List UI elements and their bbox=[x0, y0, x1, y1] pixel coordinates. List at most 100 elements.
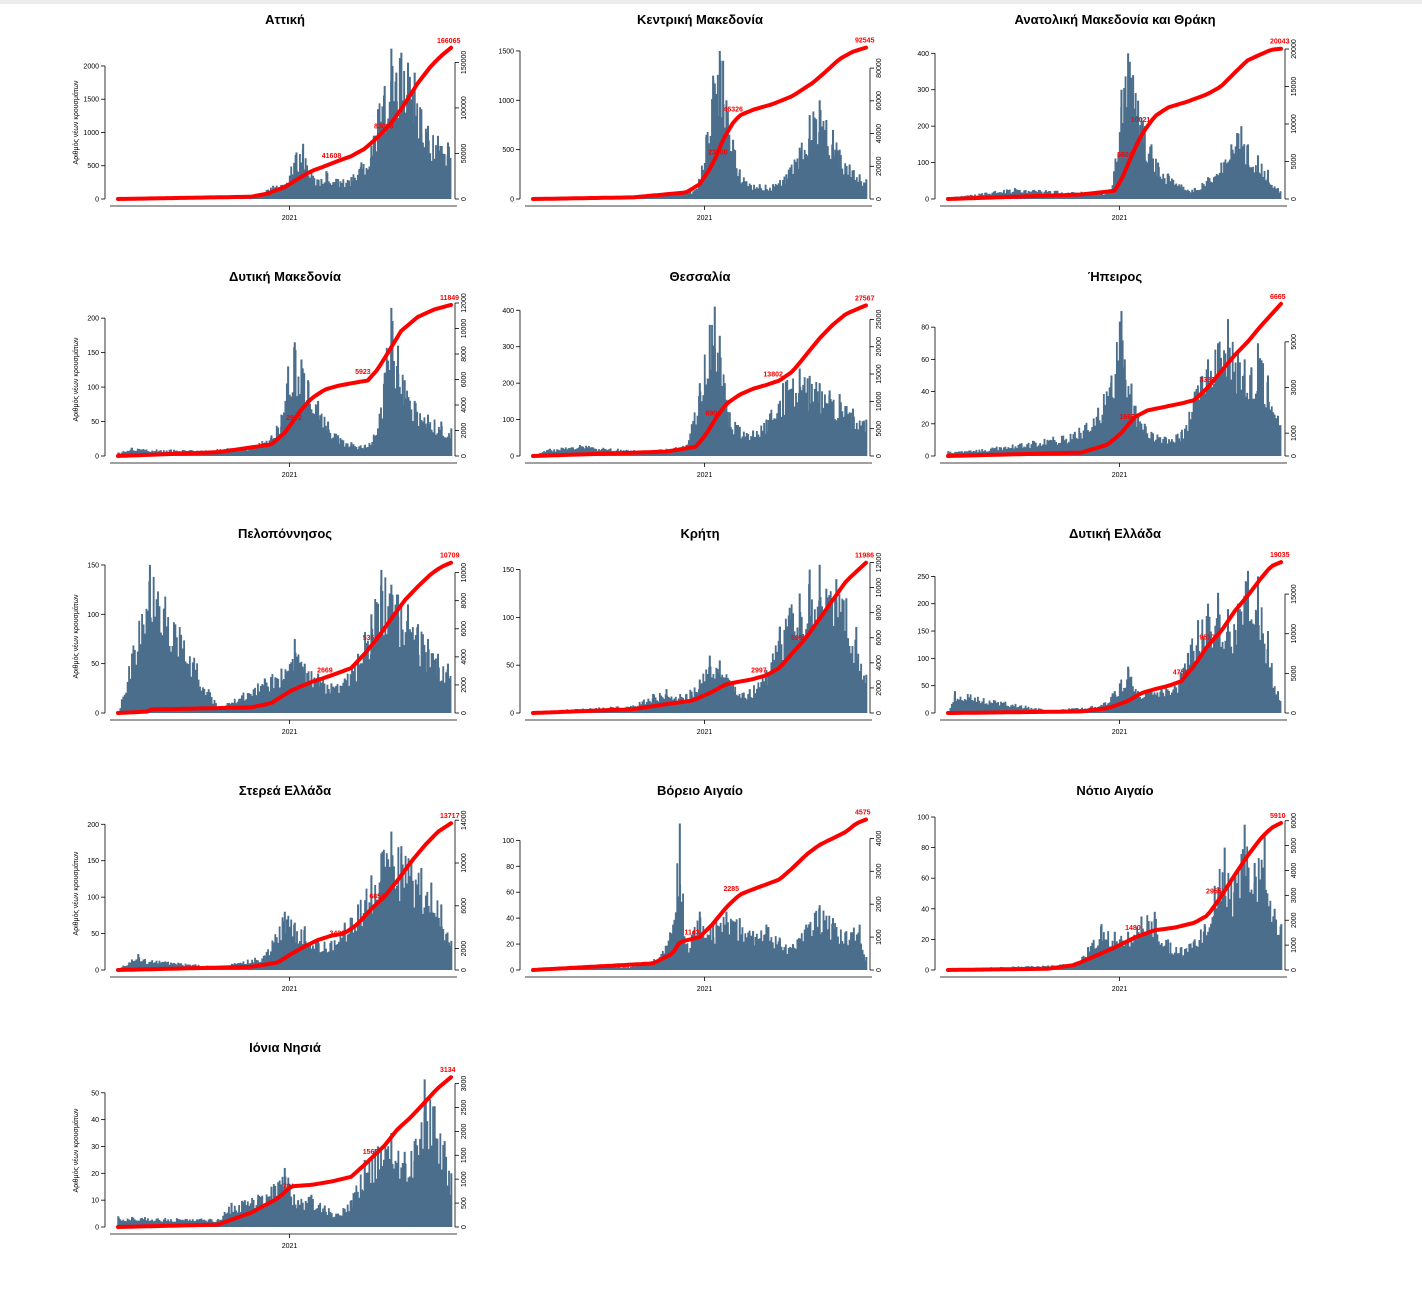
chart-1-y-tick-label: 500 bbox=[502, 147, 514, 154]
chart-8-y2-tick-label: 10000 bbox=[1291, 624, 1298, 644]
chart-9-bar bbox=[357, 904, 359, 970]
chart-8-bar bbox=[1187, 653, 1189, 713]
chart-12-bar bbox=[270, 1187, 272, 1227]
chart-0-bars bbox=[117, 49, 451, 199]
chart-4-title: Θεσσαλία bbox=[670, 269, 731, 284]
chart-5-bars bbox=[947, 311, 1281, 456]
chart-6-y-tick-label: 50 bbox=[91, 661, 99, 668]
chart-5-y2-tick-label: 3000 bbox=[1291, 380, 1298, 396]
chart-12-bar bbox=[450, 1173, 452, 1227]
chart-11-bar bbox=[1274, 909, 1276, 970]
chart-9-annotation: 6859 bbox=[369, 894, 385, 901]
chart-10-annotation: 1143 bbox=[685, 929, 700, 936]
chart-12-y2-tick-label: 1000 bbox=[461, 1171, 468, 1187]
chart-2-bar bbox=[1277, 188, 1279, 199]
chart-12-annotation: 784 bbox=[282, 1183, 294, 1190]
chart-10-title: Βόρειο Αιγαίο bbox=[657, 783, 743, 798]
chart-7-y-tick-label: 50 bbox=[506, 663, 514, 670]
chart-3-bar bbox=[337, 435, 339, 456]
chart-2-y-tick-label: 300 bbox=[917, 87, 929, 94]
chart-12-bar bbox=[404, 1152, 406, 1227]
chart-5-annotation: 1666 bbox=[1119, 414, 1135, 421]
chart-10-bar bbox=[685, 944, 687, 970]
chart-2-annotation: 5601 bbox=[1117, 152, 1133, 159]
chart-11-x-tick-label: 2021 bbox=[1112, 986, 1128, 993]
chart-12-y-tick-label: 50 bbox=[91, 1090, 99, 1097]
chart-3-bar bbox=[327, 422, 329, 456]
chart-5-bar bbox=[1257, 343, 1259, 456]
chart-3-bar bbox=[364, 446, 366, 456]
chart-11-bar bbox=[1154, 912, 1156, 970]
chart-4-bar bbox=[752, 431, 754, 457]
chart-6-y-tick-label: 100 bbox=[87, 612, 99, 619]
chart-4-svg: Θεσσαλία01002003004000500010000150002000… bbox=[415, 267, 885, 524]
chart-1-bar bbox=[819, 100, 821, 199]
chart-11-bar bbox=[1244, 825, 1246, 970]
chart-2-bar bbox=[1257, 155, 1259, 199]
chart-5-bar bbox=[1180, 432, 1182, 456]
chart-9-bar bbox=[400, 846, 402, 970]
chart-6-title: Πελοπόννησος bbox=[238, 526, 332, 541]
chart-2-y-tick-label: 400 bbox=[917, 51, 929, 58]
chart-5-bar bbox=[1237, 351, 1239, 456]
chart-11-bar bbox=[1234, 878, 1236, 970]
chart-0-bar bbox=[395, 73, 397, 199]
chart-0-y-axis-label: Αριθμός νέων κρουσμάτων bbox=[72, 80, 80, 165]
chart-11-y2-tick-label: 4000 bbox=[1291, 863, 1298, 879]
chart-4-y-tick-label: 400 bbox=[502, 308, 514, 315]
chart-4-bar bbox=[724, 383, 726, 456]
chart-0-bar bbox=[325, 171, 327, 199]
chart-7-title: Κρήτη bbox=[680, 526, 719, 541]
chart-10-bar bbox=[632, 966, 634, 970]
chart-9-title: Στερεά Ελλάδα bbox=[239, 783, 331, 798]
chart-9-bar bbox=[330, 941, 332, 970]
chart-0-bar bbox=[400, 53, 402, 199]
chart-11-bar bbox=[1264, 832, 1266, 970]
chart-9-bar bbox=[390, 832, 392, 970]
chart-12-annotation: 1567 bbox=[363, 1149, 379, 1156]
chart-2-bar bbox=[1194, 188, 1196, 199]
chart-9-y-tick-label: 50 bbox=[91, 931, 99, 938]
chart-12-y2-tick-label: 500 bbox=[461, 1197, 468, 1209]
chart-6-annotation: 2669 bbox=[317, 668, 333, 675]
chart-7-bar bbox=[652, 694, 654, 713]
chart-8-bar bbox=[1207, 604, 1209, 713]
chart-12-x-tick-label: 2021 bbox=[282, 1243, 298, 1250]
chart-2-y-tick-label: 0 bbox=[925, 197, 929, 204]
chart-5-bar bbox=[1150, 432, 1152, 456]
chart-1-bar bbox=[759, 184, 761, 199]
chart-8-bar bbox=[1217, 593, 1219, 713]
chart-0-bar bbox=[302, 144, 304, 199]
chart-10-bar bbox=[805, 925, 807, 970]
chart-8-y2-tick-label: 0 bbox=[1291, 711, 1298, 715]
chart-10-y-tick-label: 100 bbox=[502, 838, 514, 845]
chart-12-bar bbox=[364, 1160, 366, 1227]
chart-3-bar bbox=[307, 380, 309, 456]
chart-0-bar bbox=[337, 179, 339, 199]
chart-12-y2-tick-label: 2500 bbox=[461, 1100, 468, 1116]
chart-2-bar bbox=[1207, 177, 1209, 199]
chart-9-bar bbox=[370, 875, 372, 970]
chart-6-bar bbox=[149, 565, 151, 713]
chart-1-bars bbox=[532, 51, 867, 199]
chart-10-bar bbox=[725, 912, 727, 970]
chart-5-bar bbox=[1250, 367, 1252, 456]
chart-7-x-tick-label: 2021 bbox=[697, 729, 713, 736]
chart-1-bar bbox=[712, 76, 714, 199]
chart-1-y-tick-label: 1500 bbox=[498, 48, 514, 55]
chart-5-svg: Ήπειρος020406080010003000500020211666333… bbox=[830, 267, 1300, 524]
chart-3-y-tick-label: 50 bbox=[91, 419, 99, 426]
chart-10-y-tick-label: 20 bbox=[506, 942, 514, 949]
chart-4-x-tick-label: 2021 bbox=[697, 472, 713, 479]
chart-8-bar bbox=[1257, 576, 1259, 713]
chart-7-y-tick-label: 150 bbox=[502, 567, 514, 574]
chart-8-y-tick-label: 150 bbox=[917, 629, 929, 636]
chart-8-x-tick-label: 2021 bbox=[1112, 729, 1128, 736]
chart-12-y2-tick-label: 2000 bbox=[461, 1123, 468, 1139]
chart-0-bar bbox=[370, 146, 372, 199]
